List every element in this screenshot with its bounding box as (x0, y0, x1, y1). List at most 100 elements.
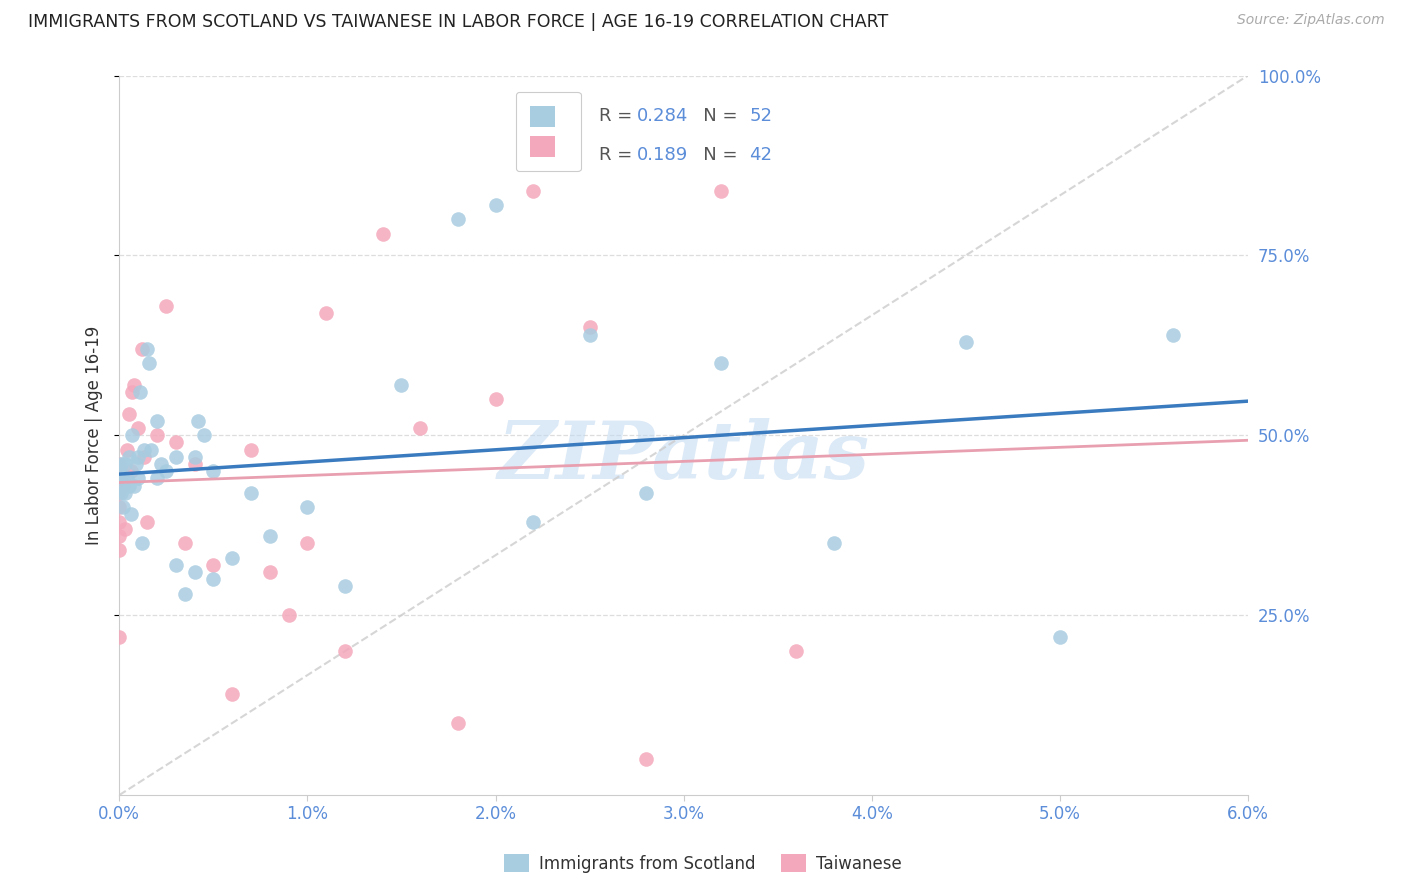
Point (114, 457, 136, 471)
Text: R =: R = (599, 145, 638, 164)
Point (127, 450, 149, 464)
Point (955, 334, 977, 349)
Point (315, 306, 337, 320)
Point (108, 515, 131, 529)
Point (277, 608, 299, 623)
Point (146, 428, 169, 442)
Point (108, 464, 131, 478)
Point (118, 450, 141, 464)
Point (221, 550, 243, 565)
Point (149, 457, 172, 471)
Point (333, 579, 356, 593)
Point (578, 320, 600, 334)
Point (108, 478, 131, 492)
Point (174, 586, 197, 600)
Point (108, 543, 131, 558)
Point (114, 486, 136, 500)
Point (108, 630, 131, 644)
Point (823, 536, 845, 550)
Text: 0.189: 0.189 (637, 145, 688, 164)
Point (578, 327, 600, 342)
Point (710, 184, 733, 198)
Point (409, 421, 432, 435)
Point (129, 385, 152, 400)
Point (120, 464, 142, 478)
Point (131, 342, 153, 356)
Point (141, 442, 163, 457)
Point (183, 450, 205, 464)
Point (183, 565, 205, 579)
Point (202, 572, 225, 586)
Point (297, 536, 319, 550)
Text: 52: 52 (749, 106, 772, 125)
Text: 42: 42 (749, 145, 772, 164)
Point (202, 464, 225, 478)
Point (183, 457, 205, 471)
Point (484, 392, 506, 407)
Point (112, 500, 135, 515)
Point (297, 500, 319, 515)
Point (120, 508, 142, 522)
Point (239, 486, 262, 500)
Point (710, 356, 733, 370)
Point (522, 184, 544, 198)
Point (146, 414, 169, 428)
Point (146, 471, 169, 485)
Point (114, 522, 136, 536)
Point (138, 356, 160, 370)
Point (110, 471, 132, 485)
Point (155, 299, 177, 313)
Point (110, 486, 132, 500)
Point (447, 212, 470, 227)
Point (202, 558, 225, 572)
Text: N =: N = (686, 145, 744, 164)
Point (1161, 327, 1184, 342)
Point (174, 536, 197, 550)
Point (108, 500, 131, 515)
Point (125, 457, 148, 471)
Point (221, 687, 243, 701)
Legend: Immigrants from Scotland, Taiwanese: Immigrants from Scotland, Taiwanese (498, 847, 908, 880)
Point (112, 471, 135, 485)
Point (165, 435, 187, 450)
Point (127, 471, 149, 485)
Point (124, 478, 146, 492)
Point (118, 478, 141, 492)
Point (634, 752, 657, 766)
Point (259, 529, 281, 543)
Point (484, 198, 506, 212)
Point (115, 471, 138, 485)
Point (391, 378, 413, 392)
Point (1049, 630, 1071, 644)
Point (112, 478, 135, 492)
Point (634, 486, 657, 500)
Point (121, 428, 143, 442)
Point (124, 378, 146, 392)
Text: Source: ZipAtlas.com: Source: ZipAtlas.com (1237, 13, 1385, 28)
Point (187, 414, 209, 428)
Point (165, 450, 187, 464)
Text: IMMIGRANTS FROM SCOTLAND VS TAIWANESE IN LABOR FORCE | AGE 16-19 CORRELATION CHA: IMMIGRANTS FROM SCOTLAND VS TAIWANESE IN… (28, 13, 889, 31)
Point (127, 421, 149, 435)
Point (118, 407, 141, 421)
Point (108, 529, 131, 543)
Text: R =: R = (599, 106, 638, 125)
Text: N =: N = (686, 106, 744, 125)
Point (132, 442, 155, 457)
Point (131, 536, 153, 550)
Y-axis label: In Labor Force | Age 16-19: In Labor Force | Age 16-19 (86, 326, 103, 545)
Text: 0.284: 0.284 (637, 106, 688, 125)
Point (108, 486, 131, 500)
Point (108, 457, 131, 471)
Point (132, 450, 155, 464)
Point (121, 385, 143, 400)
Legend: , : , (516, 92, 581, 171)
Point (155, 464, 177, 478)
Point (447, 716, 470, 731)
Point (371, 227, 394, 241)
Point (239, 442, 262, 457)
Point (785, 644, 807, 658)
Point (115, 442, 138, 457)
Point (110, 457, 132, 471)
Point (165, 558, 187, 572)
